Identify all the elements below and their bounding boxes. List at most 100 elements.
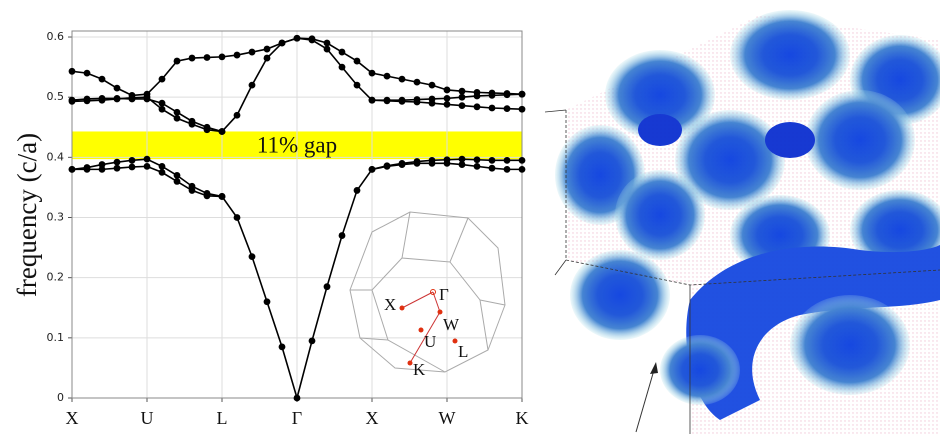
- band-point: [83, 164, 91, 171]
- band-point: [248, 48, 256, 56]
- band-point: [443, 156, 451, 164]
- band-point: [113, 84, 121, 92]
- band-point: [458, 102, 466, 110]
- band-point: [428, 156, 436, 164]
- band-point: [518, 105, 526, 113]
- gap-label: 11% gap: [257, 132, 337, 157]
- band-point: [398, 96, 406, 104]
- zone-label: Γ: [439, 285, 449, 304]
- band-point: [263, 298, 271, 306]
- band-point: [248, 253, 256, 261]
- band-point: [98, 161, 106, 168]
- zone-points: [399, 289, 458, 366]
- band-point: [458, 155, 466, 163]
- band-point: [263, 45, 271, 53]
- arrow-head: [650, 362, 658, 374]
- band-point: [128, 163, 136, 171]
- band-point: [203, 54, 211, 61]
- band-point: [338, 48, 346, 56]
- band-point: [98, 165, 106, 173]
- point-x: [399, 305, 405, 311]
- band-point: [158, 168, 166, 176]
- band-point: [143, 90, 151, 98]
- crystal-render: [544, 10, 940, 434]
- band-point: [83, 69, 91, 77]
- x-tick-label: X: [366, 408, 379, 428]
- band-point: [338, 63, 346, 71]
- band-point: [128, 156, 136, 164]
- zone-edge: [401, 211, 469, 263]
- band-point: [503, 165, 511, 173]
- band-point: [233, 111, 241, 119]
- blob: [605, 50, 715, 140]
- band-point: [368, 96, 376, 104]
- band-point: [503, 105, 511, 113]
- band-point: [113, 94, 121, 102]
- band-point: [68, 96, 76, 104]
- band-point: [503, 156, 511, 164]
- box-edge: [544, 109, 567, 113]
- band-point: [173, 108, 181, 116]
- band-point: [158, 99, 166, 107]
- band-point: [503, 90, 511, 97]
- band-point: [158, 162, 166, 170]
- band-point: [488, 104, 496, 112]
- y-tick-label: 0: [57, 391, 64, 404]
- blob: [790, 295, 910, 395]
- y-tick-label: 0.6: [47, 30, 65, 43]
- band-point: [368, 165, 376, 173]
- band-point: [443, 94, 451, 102]
- zone-label: L: [458, 342, 468, 361]
- zone-labels: X Γ W U L K: [384, 285, 468, 379]
- band-point: [68, 165, 76, 173]
- band-point: [98, 75, 106, 83]
- band-point: [158, 105, 166, 113]
- band-point: [113, 158, 121, 166]
- band-point: [173, 178, 181, 185]
- point-l: [452, 338, 458, 344]
- x-tick-label: X: [66, 408, 79, 428]
- band-point: [248, 81, 256, 89]
- band-point: [218, 128, 226, 135]
- blob-front: [686, 245, 940, 420]
- symmetry-line: [401, 291, 434, 309]
- band-point: [323, 45, 331, 53]
- zone-edge: [359, 337, 389, 341]
- band-point: [293, 394, 301, 402]
- band-point: [68, 67, 76, 75]
- y-tick-label: 0.2: [47, 271, 65, 284]
- blob: [805, 90, 915, 190]
- x-tick-label: Γ: [292, 408, 302, 428]
- zone-label: U: [424, 332, 436, 351]
- band-point: [128, 91, 136, 99]
- band-point: [413, 96, 421, 103]
- band-point: [233, 51, 241, 59]
- x-tick-label: U: [141, 408, 154, 428]
- band-point: [143, 155, 151, 163]
- band-point: [203, 190, 211, 197]
- point-w: [437, 309, 443, 315]
- band-point: [173, 57, 181, 65]
- band-point: [458, 93, 466, 101]
- blob: [850, 190, 940, 270]
- x-tick-label: L: [217, 408, 228, 428]
- x-tick-label: W: [439, 408, 456, 428]
- band-point: [518, 90, 526, 98]
- blob: [730, 10, 850, 100]
- band-point: [473, 162, 481, 170]
- band-point: [353, 81, 361, 89]
- band-point: [518, 165, 526, 173]
- zone-label: K: [413, 360, 426, 379]
- band-point: [218, 193, 226, 200]
- band-point: [488, 89, 496, 97]
- band-point: [323, 39, 331, 47]
- band-point: [473, 156, 481, 164]
- band-point: [443, 86, 451, 94]
- zone-label: W: [443, 315, 460, 334]
- band-point: [278, 39, 286, 47]
- symmetry-line: [409, 311, 441, 364]
- point-u: [418, 327, 424, 333]
- band-point: [518, 156, 526, 164]
